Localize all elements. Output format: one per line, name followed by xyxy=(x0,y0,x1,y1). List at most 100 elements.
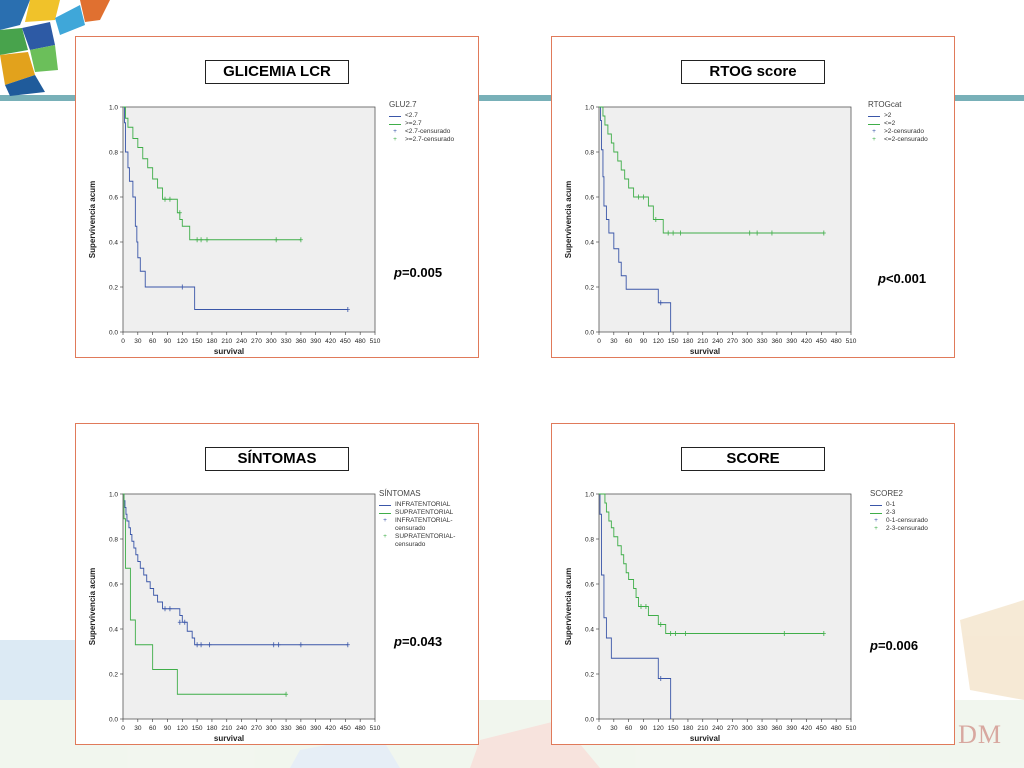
censored-mark xyxy=(163,606,167,612)
x-tick-label: 210 xyxy=(221,338,232,345)
legend-item: +2-3-censurado xyxy=(870,525,928,533)
censored-mark xyxy=(639,604,643,609)
legend: GLU2.7 <2.7 >=2.7 + <2.7-censurado + >=2.7… xyxy=(389,101,454,144)
y-axis-label: Supervivencia acum xyxy=(564,181,573,258)
censored-mark xyxy=(177,619,182,625)
y-tick-label: 1.0 xyxy=(585,492,594,499)
x-tick-label: 510 xyxy=(370,725,381,732)
km-plot-rtog: 0.0 0.2 0.4 0.6 0.8 1.0 0 30 60 90 120 150 180 210 240… xyxy=(564,105,857,357)
censored-mark xyxy=(668,631,673,636)
x-axis-label: survival xyxy=(214,734,244,743)
x-tick-label: 450 xyxy=(816,725,827,732)
legend-item: SUPRATENTORIAL xyxy=(379,509,463,517)
x-tick-label: 90 xyxy=(640,338,648,345)
plot-area xyxy=(122,493,376,720)
y-tick-label: 1.0 xyxy=(109,105,118,112)
legend-item: >2 xyxy=(868,112,928,120)
x-tick-label: 270 xyxy=(727,338,738,345)
x-tick-label: 180 xyxy=(207,338,218,345)
x-tick-label: 180 xyxy=(683,725,694,732)
legend-item: + >2-censurado xyxy=(868,128,928,136)
y-tick-label: 0.4 xyxy=(109,627,118,634)
censored-mark xyxy=(205,237,209,243)
x-tick-label: 480 xyxy=(831,725,842,732)
censored-mark xyxy=(195,642,200,648)
chart-panel-glicemia: GLICEMIA LCR 0.0 0.2 0.4 0.6 0.8 1.0 0 30 60 90 12… xyxy=(75,36,479,358)
censored-mark xyxy=(673,631,678,636)
censored-mark xyxy=(167,606,172,612)
x-tick-label: 0 xyxy=(597,725,601,732)
blue-line-swatch xyxy=(870,505,882,509)
green-plus-icon: + xyxy=(874,525,878,532)
y-tick-label: 0.0 xyxy=(109,330,118,337)
survival-curve xyxy=(599,106,672,332)
y-tick-label: 0.8 xyxy=(109,150,118,157)
x-tick-label: 90 xyxy=(164,725,172,732)
censored-mark xyxy=(769,230,774,236)
y-tick-label: 0.2 xyxy=(585,285,594,292)
censored-mark xyxy=(276,642,281,648)
x-tick-label: 330 xyxy=(757,338,768,345)
y-tick-label: 0.6 xyxy=(109,582,118,589)
survival-curve xyxy=(599,106,824,234)
blue-plus-icon: + xyxy=(874,517,878,524)
censored-mark xyxy=(747,230,752,236)
mosaic-logo xyxy=(0,0,110,96)
x-tick-label: 420 xyxy=(801,338,812,345)
blue-line-swatch xyxy=(868,116,880,120)
legend-item: + <2.7-censurado xyxy=(389,128,454,136)
x-tick-label: 300 xyxy=(266,725,277,732)
x-tick-label: 180 xyxy=(683,338,694,345)
censored-mark xyxy=(641,194,646,200)
legend-item: + >=2.7-censurado xyxy=(389,136,454,144)
censored-mark xyxy=(167,196,172,202)
x-tick-label: 30 xyxy=(610,725,618,732)
blue-plus-icon: + xyxy=(393,128,397,135)
green-plus-icon: + xyxy=(872,136,876,143)
censored-mark xyxy=(199,237,204,243)
censored-mark xyxy=(298,642,303,648)
survival-curve xyxy=(599,493,672,719)
x-tick-label: 60 xyxy=(149,725,157,732)
censored-mark xyxy=(678,230,683,236)
censored-mark xyxy=(195,237,200,243)
censored-mark xyxy=(271,642,276,648)
censored-mark xyxy=(666,230,671,236)
x-tick-label: 90 xyxy=(640,725,648,732)
x-tick-label: 330 xyxy=(281,725,292,732)
x-tick-label: 390 xyxy=(310,725,321,732)
x-tick-label: 390 xyxy=(786,725,797,732)
y-tick-label: 1.0 xyxy=(585,105,594,112)
legend-item: INFRATENTORIAL xyxy=(379,501,463,509)
p-value: p<0.001 xyxy=(878,271,927,286)
blue-plus-icon: + xyxy=(872,128,876,135)
x-tick-label: 480 xyxy=(355,338,366,345)
x-tick-label: 0 xyxy=(597,338,601,345)
x-tick-label: 300 xyxy=(742,338,753,345)
km-plot-score: 0.0 0.2 0.4 0.6 0.8 1.0 0 30 60 90 120 150 180 210 240… xyxy=(564,492,857,744)
x-tick-label: 270 xyxy=(251,725,262,732)
plot-area xyxy=(122,106,376,333)
green-line-swatch xyxy=(868,124,880,128)
x-tick-label: 510 xyxy=(846,725,857,732)
y-axis-label: Supervivencia acum xyxy=(88,181,97,258)
x-tick-label: 30 xyxy=(134,725,142,732)
y-axis-label: Supervivencia acum xyxy=(564,568,573,645)
x-tick-label: 330 xyxy=(281,338,292,345)
legend-title: RTOGcat xyxy=(868,100,902,109)
censored-mark xyxy=(683,631,688,636)
x-tick-label: 330 xyxy=(757,725,768,732)
x-tick-label: 150 xyxy=(668,725,679,732)
survival-curve xyxy=(123,106,348,310)
y-tick-label: 0.6 xyxy=(109,195,118,202)
chart-panel-score: SCORE 0.0 0.2 0.4 0.6 0.8 1.0 0 30 60 90 120 150 180… xyxy=(551,423,955,745)
x-tick-label: 450 xyxy=(340,338,351,345)
km-plot-sintomas: 0.0 0.2 0.4 0.6 0.8 1.0 0 30 60 90 120 150 180 210 240… xyxy=(88,492,381,744)
plot-area xyxy=(598,106,852,333)
censored-mark xyxy=(658,300,663,306)
censored-mark xyxy=(274,237,279,243)
y-tick-label: 0.6 xyxy=(585,195,594,202)
legend-item: + INFRATENTORIAL-censurado xyxy=(379,517,463,533)
survival-curve xyxy=(599,493,824,634)
green-line-swatch xyxy=(870,513,882,517)
